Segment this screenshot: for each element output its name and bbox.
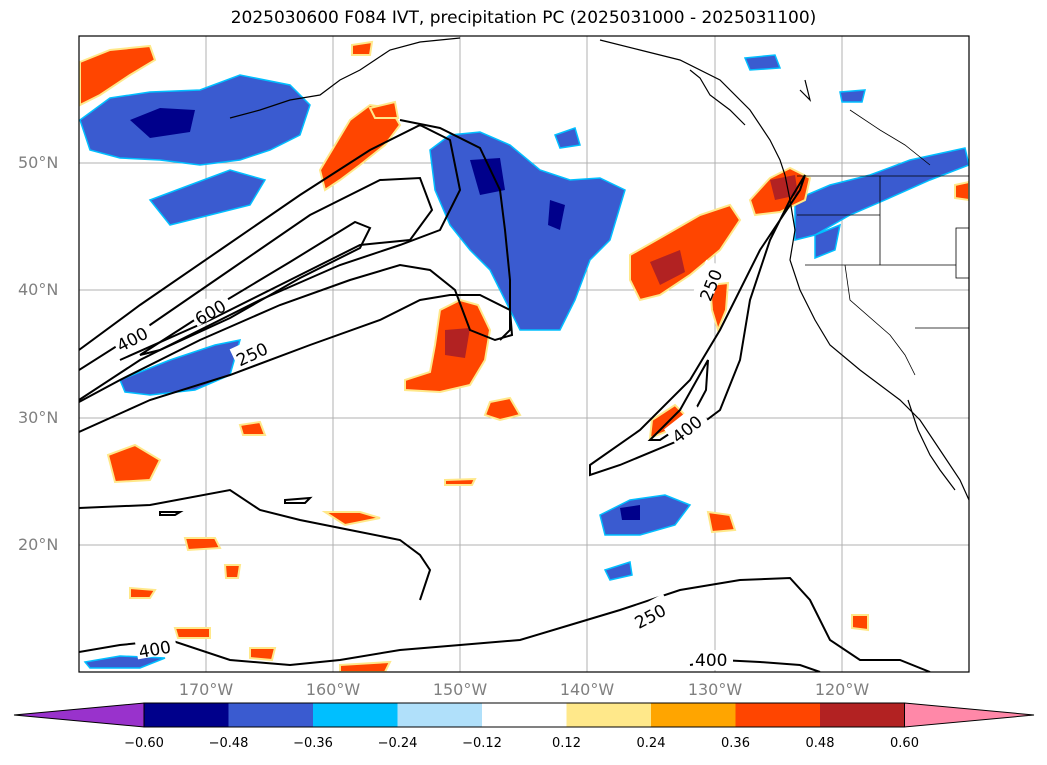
lon-label: 120°W bbox=[814, 680, 870, 699]
colorbar-segment bbox=[313, 703, 398, 727]
colorbar-tick: 0.60 bbox=[890, 736, 919, 751]
colorbar-segment bbox=[820, 703, 905, 727]
colorbar-segment bbox=[13, 702, 145, 728]
lon-label: 140°W bbox=[559, 680, 615, 699]
colorbar-tick: 0.12 bbox=[552, 736, 581, 751]
lon-label: 170°W bbox=[178, 680, 234, 699]
colorbar-tick: −0.48 bbox=[208, 736, 249, 751]
colorbar-tick: −0.24 bbox=[377, 736, 418, 751]
lat-label: 30°N bbox=[18, 408, 59, 427]
colorbar-segment bbox=[651, 703, 736, 727]
colorbar-tick: −0.60 bbox=[124, 736, 164, 751]
colorbar-tick: −0.12 bbox=[462, 736, 502, 751]
positive-anomaly-regions bbox=[79, 40, 969, 672]
map-area: 400 600 250 250 400 250 400 400 bbox=[79, 36, 969, 672]
colorbar-tick: −0.36 bbox=[293, 736, 333, 751]
lat-label: 20°N bbox=[18, 535, 59, 554]
lon-label: 160°W bbox=[305, 680, 361, 699]
colorbar-segment bbox=[904, 702, 1035, 728]
map-title: 2025030600 F084 IVT, precipitation PC (2… bbox=[230, 8, 817, 28]
lon-label: 150°W bbox=[432, 680, 488, 699]
colorbar bbox=[13, 702, 1035, 728]
contour-label: 400 bbox=[695, 651, 727, 671]
colorbar-tick: 0.48 bbox=[805, 736, 835, 751]
colorbar-segment bbox=[482, 703, 567, 727]
colorbar-segment bbox=[144, 703, 229, 727]
negative-anomaly-regions bbox=[79, 54, 969, 669]
colorbar-tick: 0.24 bbox=[636, 736, 666, 751]
coastlines bbox=[229, 37, 969, 501]
colorbar-segment bbox=[228, 703, 313, 727]
colorbar-tick: 0.36 bbox=[721, 736, 750, 751]
lon-label: 130°W bbox=[687, 680, 743, 699]
lat-label: 40°N bbox=[18, 280, 59, 299]
lat-label: 50°N bbox=[18, 153, 59, 172]
colorbar-segment bbox=[397, 703, 482, 727]
colorbar-segment bbox=[735, 703, 820, 727]
state-borders bbox=[797, 109, 969, 376]
colorbar-segment bbox=[566, 703, 651, 727]
map-frame bbox=[78, 35, 970, 673]
